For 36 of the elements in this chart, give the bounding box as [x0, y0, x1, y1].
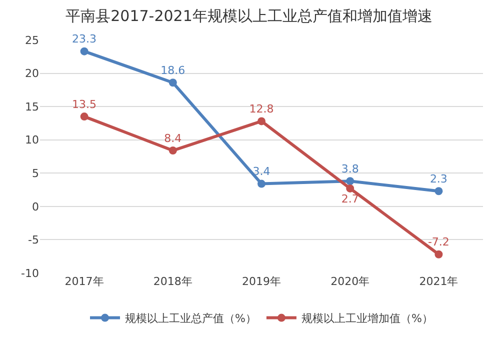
point: [80, 47, 88, 56]
data-label: 12.8: [249, 102, 274, 116]
y-tick-label: -5: [28, 234, 39, 247]
legend-label: 规模以上工业总产值（%）: [125, 312, 256, 326]
y-tick-label: 25: [25, 34, 39, 47]
y-tick-label: 15: [25, 100, 39, 114]
x-tick-label: 2017年: [64, 275, 104, 288]
x-tick-label: 2021年: [419, 275, 458, 288]
x-tick-label: 2018年: [153, 275, 192, 288]
data-label: -7.2: [428, 236, 450, 249]
data-label: 13.5: [72, 98, 97, 111]
data-label: 2.3: [430, 172, 448, 186]
data-label: 8.4: [164, 132, 182, 145]
legend-label: 规模以上工业增加值（%）: [301, 312, 433, 326]
x-tick-label: 2019年: [242, 275, 281, 288]
point: [346, 177, 354, 186]
x-tick-label: 2020年: [330, 275, 370, 288]
point: [258, 180, 266, 188]
y-tick-label: 5: [32, 166, 39, 180]
data-label: 2.7: [341, 192, 359, 206]
point: [168, 146, 177, 155]
data-label: 3.8: [341, 162, 359, 176]
y-tick-label: 0: [32, 200, 39, 214]
chart-title: 平南县2017-2021年规模以上工业总产值和增加值增速: [66, 6, 432, 25]
point: [434, 187, 443, 196]
point: [80, 112, 88, 121]
data-label: 23.3: [72, 32, 97, 46]
y-tick-label: 20: [25, 67, 39, 80]
data-label: 18.6: [160, 64, 186, 77]
y-tick-label: 10: [25, 134, 39, 147]
point: [346, 184, 354, 192]
point: [168, 78, 177, 87]
point: [258, 117, 266, 126]
point: [434, 250, 443, 258]
data-label: 3.4: [252, 165, 270, 178]
y-tick-label: -10: [21, 266, 39, 280]
